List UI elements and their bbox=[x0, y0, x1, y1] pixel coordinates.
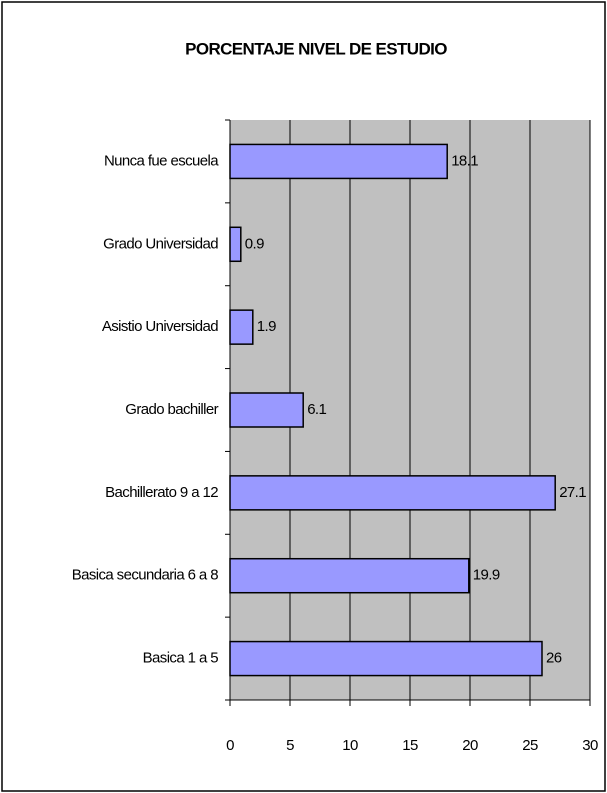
y-tick-label: Basica secundaria 6 a 8 bbox=[72, 567, 219, 584]
y-tick-label: Nunca fue escuela bbox=[104, 152, 219, 169]
x-tick-label: 15 bbox=[402, 737, 418, 754]
y-tick-label: Basica 1 a 5 bbox=[143, 650, 219, 667]
value-label: 26 bbox=[546, 650, 562, 667]
bar bbox=[229, 640, 543, 677]
y-tick-label: Grado bachiller bbox=[125, 401, 218, 418]
chart-title: PORCENTAJE NIVEL DE ESTUDIO bbox=[185, 39, 447, 58]
value-label: 6.1 bbox=[307, 401, 326, 418]
x-tick-label: 10 bbox=[342, 737, 358, 754]
bar bbox=[229, 309, 254, 345]
value-label: 1.9 bbox=[257, 318, 276, 335]
bar bbox=[229, 143, 448, 180]
bar bbox=[229, 557, 470, 594]
value-label: 0.9 bbox=[245, 235, 264, 252]
bar bbox=[229, 475, 556, 511]
x-tick-label: 20 bbox=[462, 737, 478, 754]
value-label: 19.9 bbox=[473, 567, 500, 584]
value-label: 27.1 bbox=[559, 484, 586, 501]
y-tick-label: Asistio Universidad bbox=[102, 318, 218, 335]
value-label: 18.1 bbox=[451, 152, 478, 169]
x-tick-label: 30 bbox=[582, 737, 598, 754]
x-tick-label: 25 bbox=[522, 737, 538, 754]
bar bbox=[229, 392, 304, 428]
y-tick-label: Bachillerato 9 a 12 bbox=[105, 484, 218, 501]
y-tick-label: Grado Universidad bbox=[103, 235, 218, 252]
bar bbox=[229, 226, 242, 263]
x-tick-label: 0 bbox=[226, 737, 234, 754]
x-tick-label: 5 bbox=[286, 737, 294, 754]
